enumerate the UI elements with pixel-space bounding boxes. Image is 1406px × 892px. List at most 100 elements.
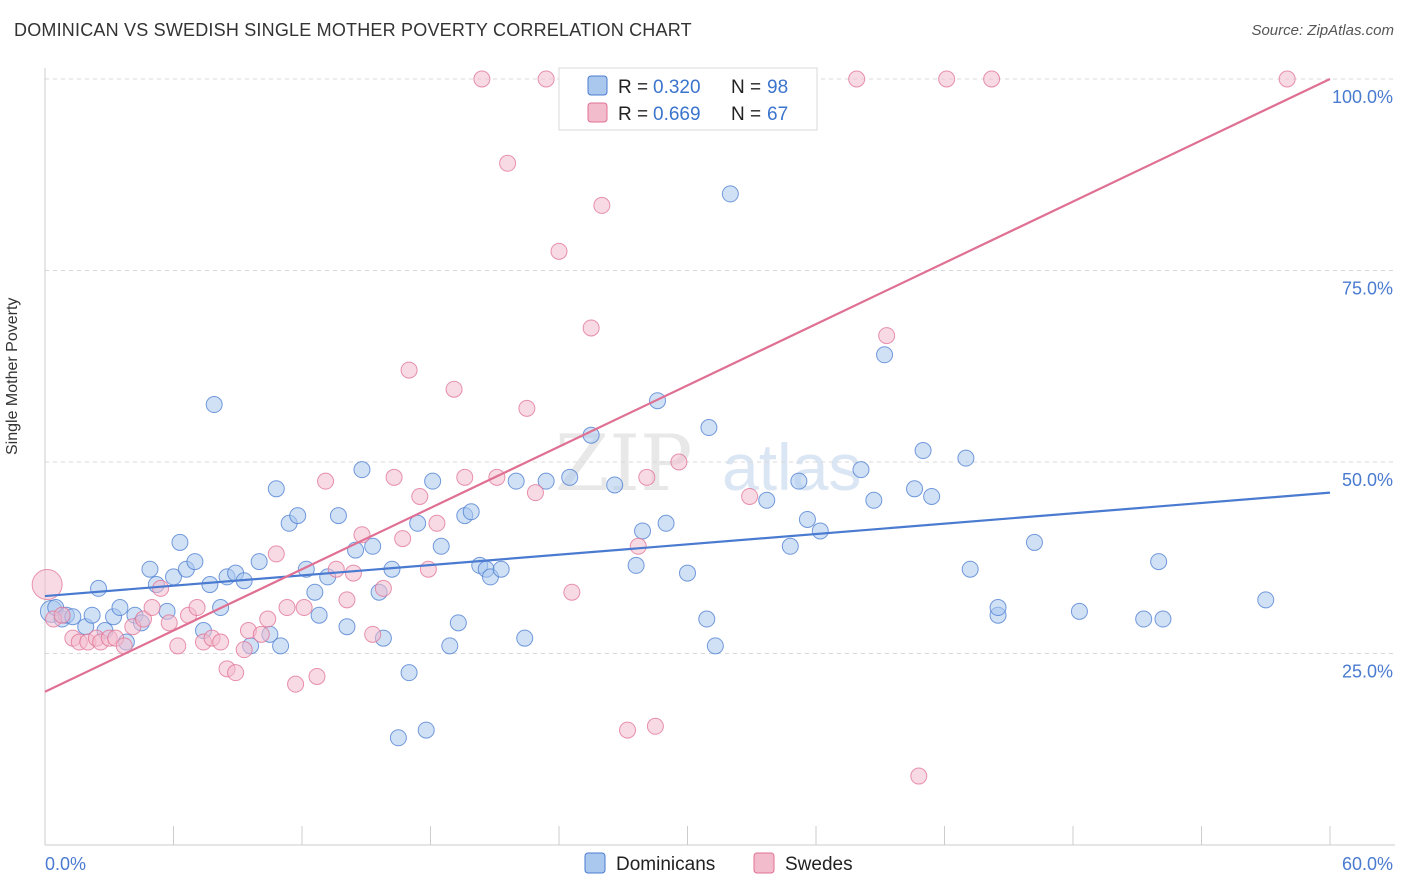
data-point-swedes bbox=[983, 70, 1001, 88]
data-point-swedes bbox=[212, 633, 230, 651]
data-point-swedes bbox=[456, 468, 474, 486]
data-point-swedes bbox=[670, 453, 688, 471]
data-point-swedes bbox=[419, 560, 437, 578]
data-point-dominicans bbox=[811, 522, 829, 540]
data-point-dominicans bbox=[338, 618, 356, 636]
data-point-dominicans bbox=[201, 576, 219, 594]
data-point-dominicans bbox=[1154, 610, 1172, 628]
data-point-swedes bbox=[295, 599, 313, 617]
data-point-dominicans bbox=[424, 472, 442, 490]
tick-labels: 25.0% 50.0% 75.0% 100.0% 0.0% 60.0% bbox=[45, 87, 1393, 874]
data-point-dominicans bbox=[698, 610, 716, 628]
data-point-dominicans bbox=[310, 606, 328, 624]
y-tick-label: 100.0% bbox=[1332, 87, 1393, 107]
data-point-swedes bbox=[267, 545, 285, 563]
data-point-swedes bbox=[31, 569, 63, 601]
data-point-dominicans bbox=[171, 533, 189, 551]
data-point-swedes bbox=[563, 583, 581, 601]
data-point-swedes bbox=[308, 667, 326, 685]
legend-n-value-1: 98 bbox=[767, 77, 788, 98]
data-point-dominicans bbox=[400, 664, 418, 682]
bottom-legend-swatch-swedes bbox=[753, 852, 775, 874]
data-point-dominicans bbox=[1257, 591, 1275, 609]
data-point-dominicans bbox=[606, 476, 624, 494]
data-point-dominicans bbox=[250, 553, 268, 571]
data-point-swedes bbox=[317, 472, 335, 490]
data-point-swedes bbox=[593, 196, 611, 214]
data-point-dominicans bbox=[679, 564, 696, 582]
data-point-dominicans bbox=[758, 491, 776, 509]
data-point-dominicans bbox=[205, 396, 223, 414]
data-point-dominicans bbox=[781, 537, 799, 555]
data-point-swedes bbox=[646, 717, 664, 735]
data-point-dominicans bbox=[961, 560, 979, 578]
y-tick-label: 25.0% bbox=[1342, 662, 1393, 682]
data-point-dominicans bbox=[449, 614, 467, 632]
data-point-dominicans bbox=[141, 560, 159, 578]
data-point-swedes bbox=[394, 530, 412, 548]
data-point-swedes bbox=[287, 675, 305, 693]
data-point-swedes bbox=[364, 625, 382, 643]
data-point-dominicans bbox=[957, 449, 975, 467]
watermark: ZIP atlas bbox=[555, 419, 861, 509]
data-point-swedes bbox=[227, 664, 245, 682]
data-point-dominicans bbox=[186, 553, 204, 571]
data-point-swedes bbox=[537, 70, 555, 88]
x-tick-label: 0.0% bbox=[45, 854, 86, 874]
gridlines bbox=[45, 78, 1395, 654]
data-point-swedes bbox=[445, 380, 463, 398]
trend-line-swedes bbox=[44, 78, 1331, 693]
data-point-dominicans bbox=[272, 637, 290, 655]
legend-n-label-2: N = bbox=[731, 104, 761, 125]
legend-r-label-2: R = bbox=[618, 104, 648, 125]
data-point-dominicans bbox=[865, 491, 883, 509]
data-point-swedes bbox=[169, 637, 187, 655]
trend-line-dominicans bbox=[44, 491, 1331, 598]
data-point-dominicans bbox=[914, 442, 932, 460]
data-point-swedes bbox=[188, 599, 206, 617]
data-point-dominicans bbox=[267, 480, 285, 498]
watermark-zip: ZIP bbox=[555, 419, 693, 509]
bottom-legend-swatch-dominicans bbox=[584, 852, 606, 874]
y-tick-label: 75.0% bbox=[1342, 279, 1393, 299]
data-point-dominicans bbox=[790, 472, 808, 490]
legend-swatch-pink bbox=[587, 102, 608, 123]
data-point-dominicans bbox=[83, 606, 101, 624]
data-point-dominicans bbox=[441, 637, 459, 655]
data-point-dominicans bbox=[657, 514, 675, 532]
data-point-swedes bbox=[327, 560, 345, 578]
data-point-swedes bbox=[252, 625, 270, 643]
data-point-dominicans bbox=[432, 537, 450, 555]
legend-r-label-1: R = bbox=[618, 77, 648, 98]
data-point-swedes bbox=[259, 610, 277, 628]
data-point-dominicans bbox=[706, 637, 724, 655]
data-point-swedes bbox=[53, 606, 71, 624]
data-point-swedes bbox=[344, 564, 362, 582]
data-point-dominicans bbox=[389, 729, 407, 747]
legend: R = 0.320 N = 98 R = 0.669 N = 67 bbox=[558, 67, 818, 131]
data-point-dominicans bbox=[516, 629, 534, 647]
data-point-dominicans bbox=[492, 560, 510, 578]
trend-lines bbox=[44, 78, 1331, 693]
data-point-swedes bbox=[235, 641, 253, 659]
data-point-swedes bbox=[619, 721, 637, 739]
data-point-swedes bbox=[160, 614, 178, 632]
axes bbox=[44, 68, 1395, 846]
data-point-swedes bbox=[400, 361, 418, 379]
data-point-dominicans bbox=[1150, 553, 1168, 571]
source-label: Source: ZipAtlas.com bbox=[1251, 22, 1394, 39]
bottom-legend: Dominicans Swedes bbox=[584, 852, 853, 875]
data-point-dominicans bbox=[561, 468, 579, 486]
data-point-swedes bbox=[910, 767, 928, 785]
data-point-dominicans bbox=[627, 556, 645, 574]
data-point-dominicans bbox=[417, 721, 435, 739]
bottom-legend-dominicans: Dominicans bbox=[616, 854, 715, 875]
legend-n-label-1: N = bbox=[731, 77, 761, 98]
data-point-dominicans bbox=[353, 461, 371, 479]
data-point-dominicans bbox=[329, 507, 347, 525]
data-point-dominicans bbox=[721, 185, 739, 203]
data-point-swedes bbox=[152, 579, 170, 597]
data-point-swedes bbox=[374, 579, 392, 597]
data-point-swedes bbox=[938, 70, 956, 88]
